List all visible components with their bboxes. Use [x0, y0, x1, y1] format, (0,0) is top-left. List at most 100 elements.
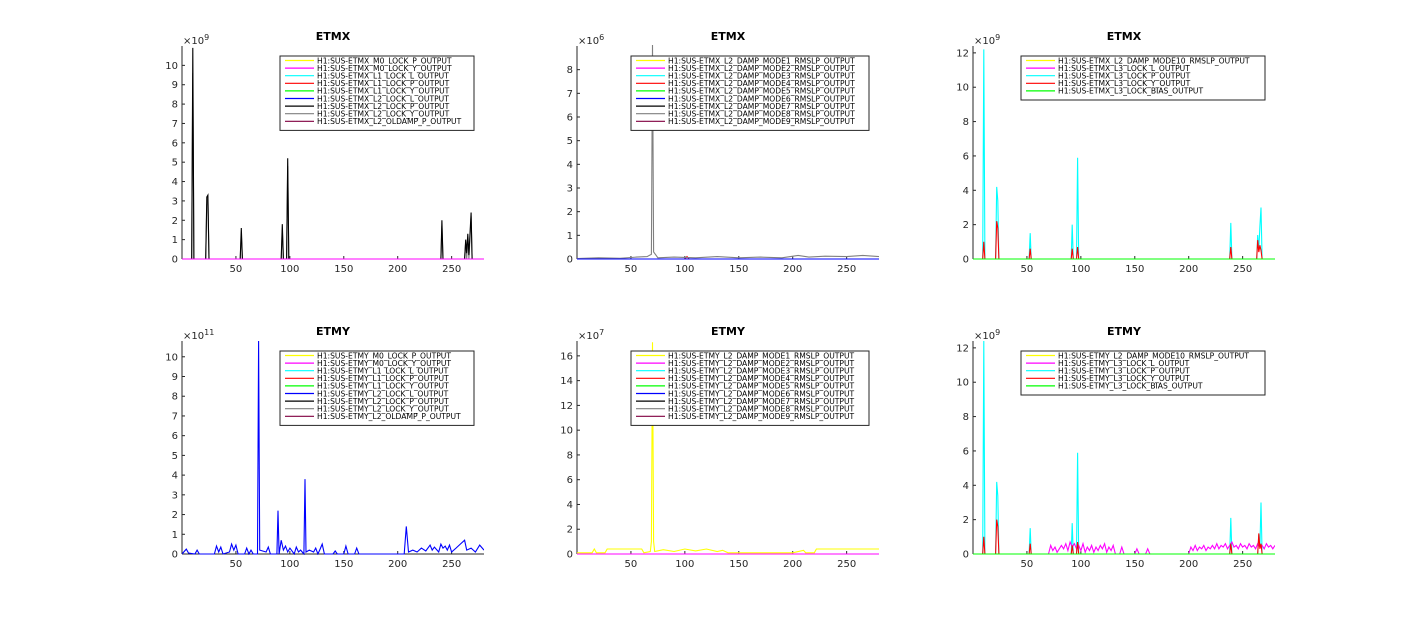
- series-group: [577, 342, 879, 555]
- x-tick-label: 150: [729, 264, 748, 275]
- legend-label: H1:SUS-ETMY_L2_LOCK_P_OUTPUT: [317, 397, 449, 406]
- legend-label: H1:SUS-ETMX_L3_LOCK_L_OUTPUT: [1058, 64, 1190, 73]
- x-tick-label: 200: [388, 264, 407, 275]
- y-tick-label: 6: [963, 446, 969, 457]
- y-tick-label: 1: [172, 530, 178, 541]
- series-group: [973, 49, 1275, 260]
- chart-4: ETMY ×1011 0 1 2 3 4 5 6 7 8 9 10 50 100 150 200 250 H1:SU…: [165, 325, 484, 570]
- y-tick-label: 12: [956, 343, 969, 354]
- legend-label: H1:SUS-ETMY_M0_LOCK_Y_OUTPUT: [317, 359, 451, 368]
- series-line-2: [577, 45, 879, 260]
- legend-label: H1:SUS-ETMX_M0_LOCK_Y_OUTPUT: [317, 64, 452, 73]
- legend-label: H1:SUS-ETMX_L2_OLDAMP_P_OUTPUT: [317, 117, 462, 126]
- legend-label: H1:SUS-ETMY_L3_LOCK_L_OUTPUT: [1058, 359, 1190, 368]
- y-tick-label: 9: [172, 80, 178, 91]
- y-tick-label: 0: [172, 550, 178, 561]
- chart-title: ETMX: [1107, 30, 1142, 43]
- legend-label: H1:SUS-ETMY_L3_LOCK_Y_OUTPUT: [1058, 374, 1190, 383]
- x-tick-label: 100: [675, 264, 694, 275]
- y-tick-label: 0: [963, 255, 969, 266]
- x-tick-label: 100: [280, 264, 299, 275]
- legend-label: H1:SUS-ETMY_L2_DAMP_MODE6_RMSLP_OUTPUT: [668, 389, 855, 398]
- legend-label: H1:SUS-ETMX_L2_DAMP_MODE10_RMSLP_OUTPUT: [1058, 56, 1250, 65]
- y-tick-label: 0: [567, 255, 573, 266]
- legend-label: H1:SUS-ETMY_L3_LOCK_P_OUTPUT: [1058, 367, 1190, 376]
- legend-label: H1:SUS-ETMX_L2_DAMP_MODE3_RMSLP_OUTPUT: [668, 72, 855, 81]
- legend-label: H1:SUS-ETMY_L2_DAMP_MODE8_RMSLP_OUTPUT: [668, 405, 855, 414]
- legend-label: H1:SUS-ETMX_L1_LOCK_Y_OUTPUT: [317, 87, 450, 96]
- legend-label: H1:SUS-ETMY_L2_OLDAMP_P_OUTPUT: [317, 412, 461, 421]
- y-tick-label: 6: [963, 151, 969, 162]
- series-group: [577, 45, 879, 260]
- x-tick-label: 100: [675, 559, 694, 570]
- y-tick-label: 5: [172, 158, 178, 169]
- legend-label: H1:SUS-ETMX_L2_LOCK_P_OUTPUT: [317, 102, 450, 111]
- x-tick-label: 150: [729, 559, 748, 570]
- y-tick-label: 7: [172, 119, 178, 130]
- y-tick-label: 2: [172, 216, 178, 227]
- chart-5: ETMY ×107 0 2 4 6 8 10 12 14 16 50 100 150 200 250 H1:SU…: [560, 325, 879, 570]
- legend-label: H1:SUS-ETMX_L2_LOCK_Y_OUTPUT: [317, 110, 450, 119]
- y-tick-label: 8: [567, 65, 573, 76]
- y-tick-label: 12: [956, 48, 969, 59]
- chart-title: ETMY: [1107, 325, 1142, 338]
- legend-label: H1:SUS-ETMY_L1_LOCK_L_OUTPUT: [317, 367, 449, 376]
- legend-label: H1:SUS-ETMY_L3_LOCK_BIAS_OUTPUT: [1058, 382, 1203, 391]
- series-line-1: [182, 340, 484, 555]
- y-tick-label: 9: [172, 372, 178, 383]
- x-tick-label: 200: [783, 559, 802, 570]
- y-tick-label: 5: [172, 451, 178, 462]
- legend-label: H1:SUS-ETMX_L3_LOCK_P_OUTPUT: [1058, 72, 1191, 81]
- y-multiplier: ×109: [974, 33, 1000, 47]
- chart-2: ETMX ×106 0 1 2 3 4 5 6 7 8 50 100 150 200 250 H1:SUS-ET…: [567, 30, 879, 275]
- legend-label: H1:SUS-ETMY_L2_DAMP_MODE7_RMSLP_OUTPUT: [668, 397, 855, 406]
- y-multiplier: ×109: [974, 328, 1000, 342]
- y-tick-label: 2: [567, 207, 573, 218]
- y-tick-label: 8: [963, 117, 969, 128]
- y-tick-label: 4: [963, 481, 969, 492]
- y-tick-label: 10: [165, 352, 178, 363]
- y-tick-label: 4: [963, 186, 969, 197]
- y-tick-label: 3: [567, 184, 573, 195]
- y-tick-label: 5: [567, 136, 573, 147]
- y-tick-label: 2: [963, 515, 969, 526]
- legend-label: H1:SUS-ETMX_M0_LOCK_P_OUTPUT: [317, 56, 452, 65]
- y-tick-label: 0: [172, 255, 178, 266]
- y-tick-label: 4: [567, 160, 573, 171]
- y-tick-label: 2: [963, 220, 969, 231]
- legend-label: H1:SUS-ETMY_L2_DAMP_MODE1_RMSLP_OUTPUT: [668, 351, 855, 360]
- x-tick-label: 150: [334, 264, 353, 275]
- y-multiplier: ×107: [578, 328, 604, 342]
- series-line-2: [973, 221, 1275, 260]
- chart-3: ETMX ×109 0 2 4 6 8 10 12 50 100 150 200 250 H1:SUS-ET…: [956, 30, 1275, 275]
- series-line-3: [973, 519, 1275, 555]
- legend-label: H1:SUS-ETMY_L1_LOCK_P_OUTPUT: [317, 374, 449, 383]
- y-tick-label: 6: [567, 113, 573, 124]
- y-tick-label: 10: [560, 426, 573, 437]
- legend: H1:SUS-ETMY_L2_DAMP_MODE1_RMSLP_OUTPUT H1…: [630, 350, 870, 426]
- x-tick-label: 250: [442, 264, 461, 275]
- x-tick-label: 200: [783, 264, 802, 275]
- x-tick-label: 250: [1233, 264, 1252, 275]
- legend: H1:SUS-ETMX_L2_DAMP_MODE1_RMSLP_OUTPUTH1…: [630, 55, 870, 131]
- x-tick-label: 200: [1179, 559, 1198, 570]
- y-tick-label: 4: [172, 177, 178, 188]
- legend-label: H1:SUS-ETMY_L2_LOCK_Y_OUTPUT: [317, 405, 449, 414]
- y-multiplier: ×109: [183, 33, 209, 47]
- legend-label: H1:SUS-ETMY_L2_DAMP_MODE4_RMSLP_OUTPUT: [668, 374, 855, 383]
- y-tick-label: 8: [172, 100, 178, 111]
- y-tick-label: 6: [172, 138, 178, 149]
- series-line-1: [577, 342, 879, 554]
- y-tick-label: 8: [567, 450, 573, 461]
- x-tick-label: 50: [230, 264, 243, 275]
- y-tick-label: 7: [172, 411, 178, 422]
- legend-label: H1:SUS-ETMX_L2_LOCK_L_OUTPUT: [317, 94, 449, 103]
- legend: H1:SUS-ETMX_L2_DAMP_MODE10_RMSLP_OUTPUTH…: [1020, 55, 1266, 101]
- legend: H1:SUS-ETMY_L2_DAMP_MODE10_RMSLP_OUTPUTH…: [1020, 350, 1266, 396]
- legend: H1:SUS-ETMX_M0_LOCK_P_OUTPUTH1:SUS-ETMX_…: [279, 55, 475, 131]
- x-tick-label: 200: [388, 559, 407, 570]
- y-tick-label: 1: [172, 235, 178, 246]
- legend-label: H1:SUS-ETMX_L2_DAMP_MODE6_RMSLP_OUTPUT: [668, 94, 855, 103]
- legend-label: H1:SUS-ETMY_L2_DAMP_MODE9_RMSLP_OUTPUT: [668, 412, 855, 421]
- legend-label: H1:SUS-ETMY_L2_DAMP_MODE10_RMSLP_OUTPUT: [1058, 351, 1249, 360]
